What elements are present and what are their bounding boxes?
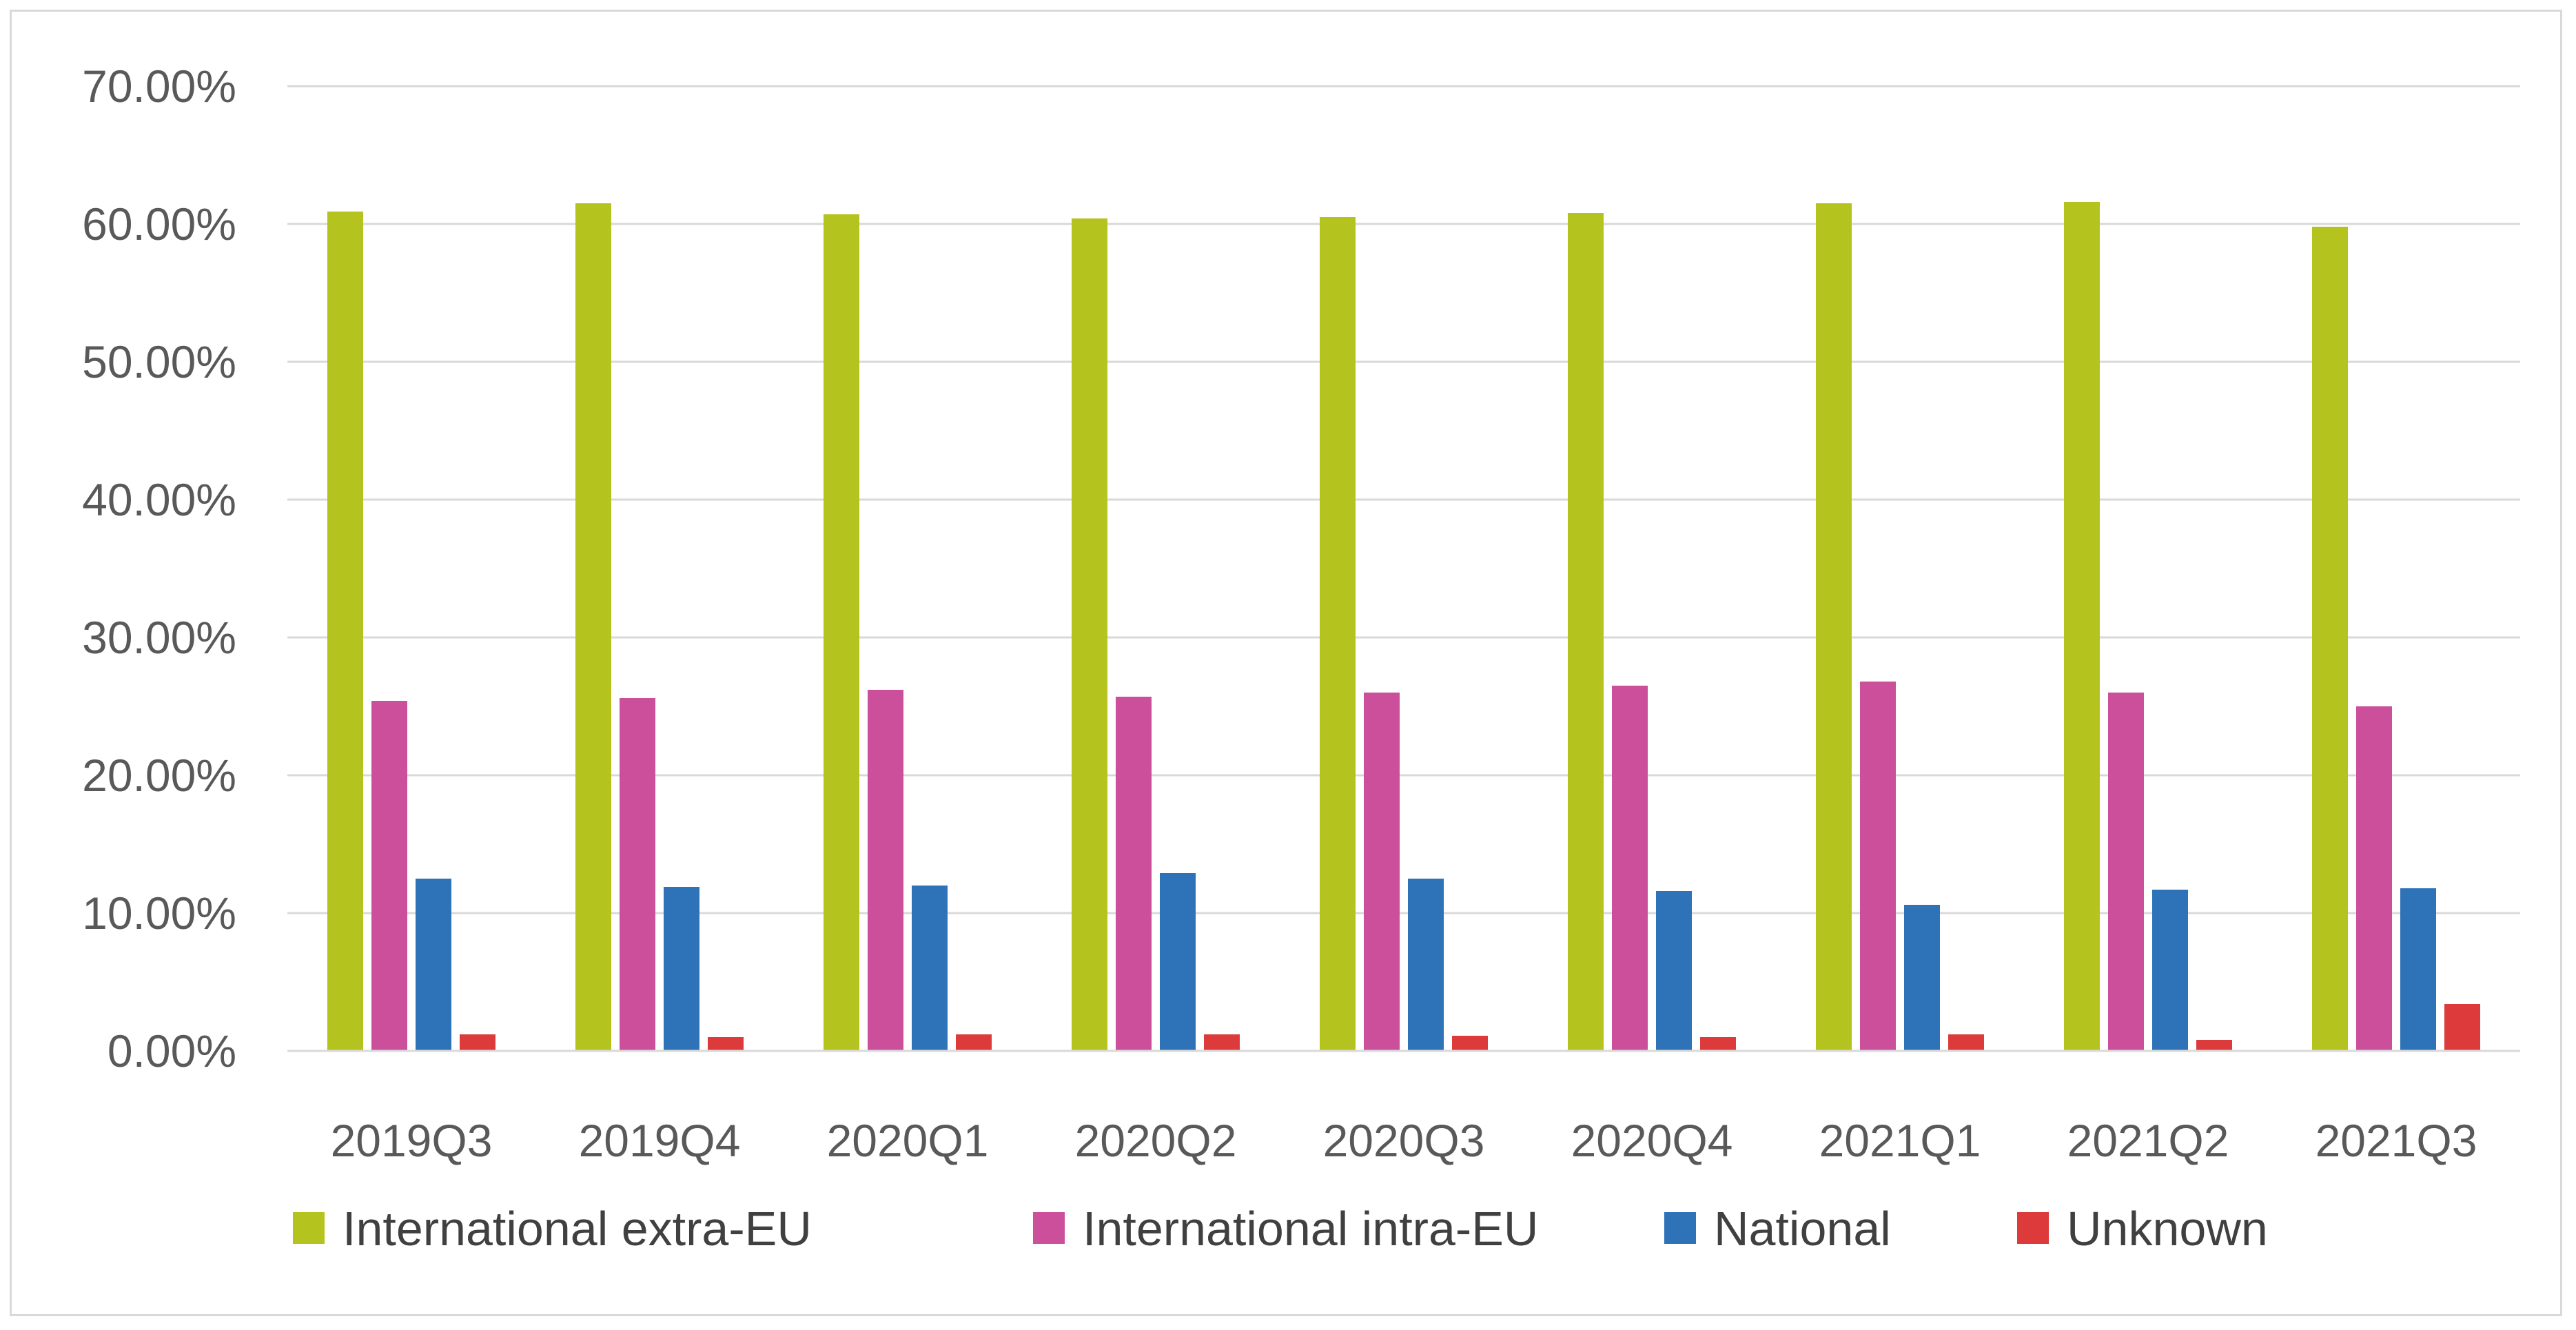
- bar-unknown-2020q2: [1204, 1034, 1240, 1051]
- bar-unknown-2021q3: [2444, 1004, 2480, 1051]
- bar-international-extra-eu-2020q4: [1568, 213, 1604, 1051]
- bar-unknown-2021q1: [1948, 1034, 1984, 1051]
- y-tick-label: 60.00%: [82, 198, 236, 249]
- bar-national-2021q2: [2152, 890, 2188, 1051]
- bar-national-2020q3: [1408, 879, 1444, 1051]
- x-tick-label: 2019Q3: [331, 1115, 493, 1166]
- y-tick-label: 70.00%: [82, 61, 236, 112]
- bar-unknown-2020q3: [1452, 1036, 1488, 1051]
- x-tick-label: 2020Q2: [1075, 1115, 1237, 1166]
- legend-swatch: [293, 1212, 325, 1244]
- bar-national-2021q1: [1904, 905, 1940, 1051]
- y-tick-label: 30.00%: [82, 612, 236, 663]
- chart-frame: 0.00% 10.00% 20.00% 30.00% 40.00% 50.00% 60.00…: [10, 10, 2562, 1316]
- y-tick-label: 50.00%: [82, 336, 236, 387]
- bar-national-2020q4: [1656, 891, 1692, 1051]
- bars: [327, 202, 2480, 1051]
- bar-international-intra-eu-2020q4: [1612, 686, 1648, 1051]
- x-tick-label: 2021Q2: [2067, 1115, 2229, 1166]
- bar-national-2021q3: [2400, 888, 2436, 1051]
- legend-swatch: [1664, 1212, 1696, 1244]
- bar-international-extra-eu-2019q3: [327, 212, 363, 1051]
- y-tick-label: 10.00%: [82, 888, 236, 939]
- bar-international-extra-eu-2020q3: [1320, 217, 1356, 1051]
- bar-international-extra-eu-2020q2: [1072, 218, 1107, 1051]
- bar-international-intra-eu-2021q1: [1860, 682, 1896, 1051]
- bar-international-extra-eu-2019q4: [575, 203, 611, 1051]
- bar-international-extra-eu-2021q1: [1816, 203, 1852, 1051]
- x-tick-label: 2021Q3: [2316, 1115, 2477, 1166]
- bar-international-intra-eu-2020q1: [868, 690, 903, 1051]
- y-axis-tick-labels: 0.00% 10.00% 20.00% 30.00% 40.00% 50.00% 60.00…: [82, 61, 236, 1076]
- bar-unknown-2019q3: [460, 1034, 495, 1051]
- legend-label: International extra-EU: [343, 1202, 812, 1256]
- bar-international-intra-eu-2020q3: [1364, 693, 1400, 1051]
- legend: International extra-EU International intr…: [293, 1202, 2268, 1256]
- bar-international-intra-eu-2019q4: [620, 698, 655, 1051]
- gridlines: [287, 85, 2520, 914]
- x-tick-label: 2020Q4: [1571, 1115, 1733, 1166]
- x-tick-label: 2019Q4: [579, 1115, 741, 1166]
- legend-label: International intra-EU: [1083, 1202, 1538, 1256]
- bar-international-intra-eu-2021q3: [2356, 706, 2392, 1051]
- y-tick-label: 20.00%: [82, 750, 236, 801]
- y-tick-label: 40.00%: [82, 474, 236, 525]
- bar-international-intra-eu-2019q3: [371, 701, 407, 1051]
- bar-unknown-2019q4: [708, 1037, 744, 1051]
- bar-national-2020q1: [912, 886, 948, 1051]
- bar-international-intra-eu-2020q2: [1116, 697, 1152, 1051]
- bar-chart: 0.00% 10.00% 20.00% 30.00% 40.00% 50.00% 60.00…: [82, 61, 2520, 1256]
- legend-label: Unknown: [2067, 1202, 2268, 1256]
- bar-unknown-2020q1: [956, 1034, 992, 1051]
- bar-international-extra-eu-2020q1: [824, 214, 859, 1051]
- legend-label: National: [1714, 1202, 1891, 1256]
- bar-national-2020q2: [1160, 873, 1196, 1051]
- x-axis-tick-labels: 2019Q3 2019Q4 2020Q1 2020Q2 2020Q3 2020Q4 2021…: [331, 1115, 2477, 1166]
- bar-unknown-2020q4: [1700, 1037, 1736, 1051]
- bar-national-2019q3: [416, 879, 451, 1051]
- legend-swatch: [1033, 1212, 1065, 1244]
- bar-international-extra-eu-2021q3: [2312, 227, 2348, 1051]
- y-tick-label: 0.00%: [108, 1025, 236, 1076]
- x-tick-label: 2020Q3: [1323, 1115, 1485, 1166]
- x-tick-label: 2021Q1: [1819, 1115, 1981, 1166]
- bar-unknown-2021q2: [2196, 1040, 2232, 1051]
- x-tick-label: 2020Q1: [827, 1115, 989, 1166]
- bar-international-extra-eu-2021q2: [2064, 202, 2100, 1051]
- legend-swatch: [2017, 1212, 2049, 1244]
- bar-international-intra-eu-2021q2: [2108, 693, 2144, 1051]
- bar-national-2019q4: [664, 887, 699, 1051]
